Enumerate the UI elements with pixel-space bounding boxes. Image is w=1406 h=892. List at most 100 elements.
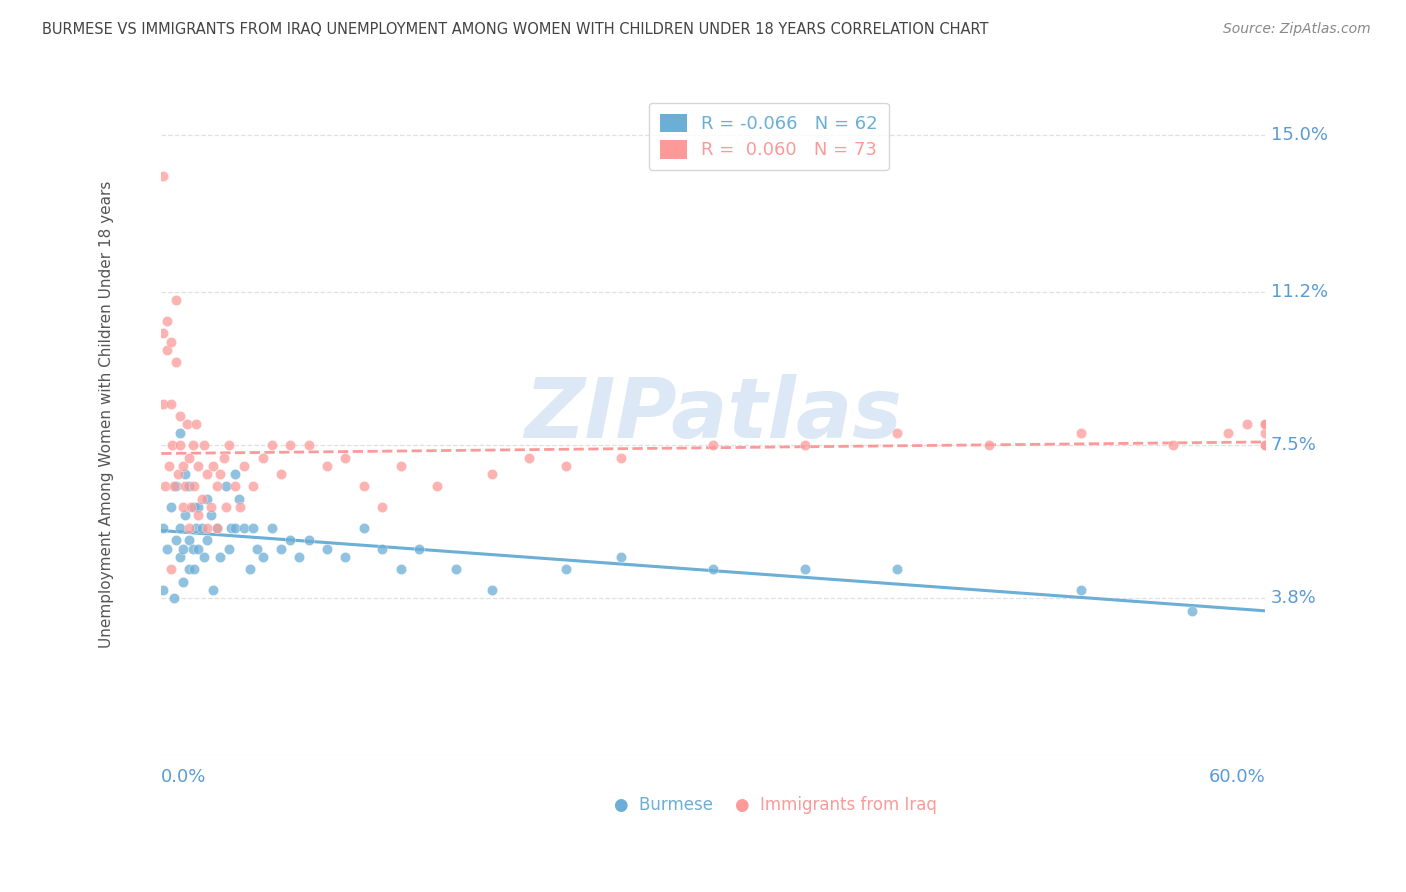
Point (181, 541, 204, 556)
Point (426, 479, 449, 493)
Point (218, 438, 240, 452)
Text: 60.0%: 60.0% (1208, 768, 1265, 786)
Point (172, 574, 194, 589)
Point (169, 425, 191, 440)
Point (481, 582, 503, 597)
Point (183, 500, 205, 515)
Point (195, 521, 218, 535)
Point (335, 549, 357, 564)
Point (270, 541, 292, 556)
Point (224, 467, 246, 481)
Point (169, 549, 191, 564)
Point (195, 533, 218, 548)
Point (886, 562, 908, 576)
Point (316, 458, 339, 473)
Point (228, 491, 250, 506)
Point (162, 438, 184, 452)
Point (246, 541, 269, 556)
Point (172, 500, 194, 515)
Point (209, 467, 232, 481)
Point (200, 500, 222, 515)
Point (1070, 582, 1092, 597)
Point (177, 479, 200, 493)
Point (209, 549, 232, 564)
Text: 7.5%: 7.5% (1271, 436, 1316, 454)
Point (242, 479, 264, 493)
Point (1254, 438, 1277, 452)
Point (183, 562, 205, 576)
Point (177, 533, 200, 548)
Point (186, 417, 208, 432)
Point (186, 521, 208, 535)
Point (224, 521, 246, 535)
Point (517, 450, 540, 465)
Point (353, 521, 375, 535)
Text: BURMESE VS IMMIGRANTS FROM IRAQ UNEMPLOYMENT AMONG WOMEN WITH CHILDREN UNDER 18 : BURMESE VS IMMIGRANTS FROM IRAQ UNEMPLOY… (42, 22, 988, 37)
Point (297, 438, 319, 452)
Point (610, 549, 633, 564)
Point (555, 458, 578, 473)
Text: 15.0%: 15.0% (1271, 126, 1327, 144)
Point (157, 458, 180, 473)
Point (191, 521, 214, 535)
Point (193, 438, 215, 452)
Point (555, 562, 578, 576)
Text: ●  Burmese: ● Burmese (614, 797, 713, 814)
Point (183, 479, 205, 493)
Text: 11.2%: 11.2% (1271, 283, 1327, 301)
Point (242, 521, 264, 535)
Point (174, 508, 197, 523)
Point (200, 508, 222, 523)
Point (159, 500, 181, 515)
Point (444, 562, 467, 576)
Point (252, 549, 274, 564)
Point (169, 521, 191, 535)
Point (201, 582, 224, 597)
Point (201, 458, 224, 473)
Point (229, 500, 252, 515)
Point (481, 467, 503, 481)
Point (156, 314, 179, 328)
Point (205, 479, 228, 493)
Point (187, 458, 209, 473)
Point (215, 479, 238, 493)
Point (886, 425, 908, 440)
Point (288, 549, 311, 564)
Point (389, 562, 412, 576)
Point (187, 508, 209, 523)
Point (1070, 425, 1092, 440)
Point (371, 500, 394, 515)
Point (152, 397, 174, 411)
Point (389, 458, 412, 473)
Point (180, 500, 202, 515)
Point (165, 293, 187, 308)
Point (156, 541, 179, 556)
Point (252, 450, 274, 465)
Point (156, 343, 179, 357)
Point (260, 521, 283, 535)
Point (702, 438, 724, 452)
Point (218, 541, 240, 556)
Point (169, 438, 191, 452)
Point (979, 438, 1001, 452)
Point (233, 521, 256, 535)
Point (169, 409, 191, 424)
Point (165, 479, 187, 493)
Point (260, 438, 283, 452)
Point (224, 479, 246, 493)
Point (1218, 425, 1240, 440)
Point (177, 562, 200, 576)
Point (152, 582, 174, 597)
Text: ●  Immigrants from Iraq: ● Immigrants from Iraq (735, 797, 938, 814)
Point (297, 533, 319, 548)
Point (163, 591, 186, 606)
Point (1254, 417, 1277, 432)
Point (239, 562, 262, 576)
Point (181, 438, 204, 452)
Point (167, 467, 190, 481)
Point (187, 500, 209, 515)
Point (215, 500, 238, 515)
Point (152, 326, 174, 341)
Point (371, 541, 394, 556)
Legend: R = -0.066   N = 62, R =  0.060   N = 73: R = -0.066 N = 62, R = 0.060 N = 73 (648, 103, 889, 170)
